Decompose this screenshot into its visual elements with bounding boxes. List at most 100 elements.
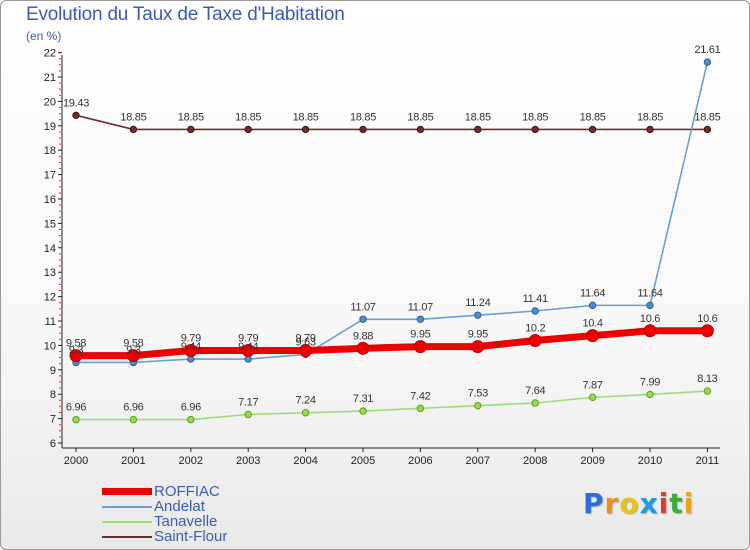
data-label-tanavelle: 7.42 [410, 390, 430, 402]
legend-swatch-roffiac [102, 488, 152, 495]
logo-letter: o [619, 487, 640, 520]
data-point-roffiac [700, 324, 714, 338]
y-tick-label: 16 [44, 194, 56, 206]
chart-data-labels: 19.43 18.85 18.85 18.85 18.85 18.85 18.85 18.85… [63, 44, 721, 413]
y-tick-label: 19 [44, 121, 56, 133]
data-label-saint-flour: 18.85 [235, 111, 261, 123]
data-label-andelat: 11.41 [523, 293, 548, 305]
series-line-saint-flour [75, 114, 709, 131]
data-label-saint-flour: 18.85 [580, 111, 606, 123]
legend-label-tanavelle: Tanavelle [154, 513, 218, 530]
data-point-tanavelle [474, 401, 482, 410]
x-tick-label: 2004 [293, 455, 317, 467]
data-point-roffiac [69, 349, 83, 363]
data-point-roffiac [413, 340, 427, 354]
data-point-saint-flour [474, 125, 482, 134]
series-line-roffiac [72, 327, 711, 360]
logo-letter: P [583, 487, 605, 520]
y-tick-label: 17 [44, 170, 56, 182]
data-point-saint-flour [646, 125, 654, 134]
y-tick-label: 7 [50, 414, 56, 426]
data-point-roffiac [586, 329, 600, 343]
data-label-roffiac: 10.2 [525, 323, 545, 335]
chart-axes: 6 7 8 9 10 11 12 13 14 15 16 17 18 19 20 21 22 2000 2001 20… [44, 48, 720, 467]
data-label-roffiac: 10.6 [697, 313, 717, 325]
chart-title: Evolution du Taux de Taxe d'Habitation [26, 4, 345, 25]
data-label-saint-flour: 18.85 [178, 111, 204, 123]
data-label-roffiac: 10.6 [640, 313, 660, 325]
data-label-andelat: 11.64 [637, 287, 662, 299]
series-line-andelat [75, 61, 709, 364]
data-point-tanavelle [187, 415, 195, 424]
y-tick-label: 10 [44, 340, 56, 352]
data-point-saint-flour [588, 125, 597, 134]
data-point-andelat [531, 307, 539, 315]
data-label-roffiac: 9.58 [66, 338, 86, 350]
data-point-tanavelle [359, 407, 367, 415]
data-point-tanavelle [301, 409, 310, 417]
data-label-roffiac: 9.58 [123, 338, 143, 350]
x-tick-label: 2003 [236, 455, 260, 467]
legend-label-saint-flour: Saint-Flour [154, 528, 228, 545]
data-label-andelat: 9.63 [295, 336, 315, 348]
data-point-roffiac [528, 334, 542, 348]
data-label-roffiac: 9.79 [238, 333, 258, 345]
data-label-tanavelle: 7.53 [468, 388, 488, 400]
data-label-saint-flour: 18.85 [637, 111, 663, 123]
x-tick-label: 2011 [696, 455, 720, 467]
data-label-tanavelle: 8.13 [697, 373, 717, 385]
data-point-tanavelle [244, 410, 252, 419]
data-label-andelat: 11.64 [580, 287, 605, 299]
data-label-tanavelle: 7.64 [525, 385, 545, 397]
legend-label-roffiac: ROFFIAC [154, 483, 220, 500]
data-point-roffiac [356, 341, 370, 355]
data-label-saint-flour: 19.43 [63, 97, 89, 109]
data-label-saint-flour: 18.85 [465, 111, 491, 123]
data-label-andelat: 21.61 [694, 44, 720, 56]
data-point-andelat [703, 58, 712, 66]
data-label-tanavelle: 6.96 [66, 402, 86, 414]
data-point-roffiac [643, 324, 657, 338]
x-tick-label: 2010 [638, 455, 662, 467]
data-label-saint-flour: 18.85 [694, 111, 720, 123]
y-tick-label: 13 [44, 267, 56, 279]
data-point-andelat [588, 301, 597, 310]
x-tick-label: 2008 [523, 455, 547, 467]
data-label-andelat: 9.3 [126, 344, 141, 356]
y-tick-label: 11 [45, 316, 56, 328]
data-label-tanavelle: 7.87 [582, 379, 602, 391]
data-label-roffiac: 9.95 [410, 329, 430, 341]
series-line-tanavelle [75, 390, 709, 421]
data-label-saint-flour: 18.85 [120, 111, 146, 123]
data-label-roffiac: 9.88 [353, 330, 373, 342]
data-point-andelat [474, 311, 482, 319]
y-tick-label: 20 [44, 96, 56, 108]
data-label-andelat: 11.07 [408, 301, 433, 313]
legend-swatch-tanavelle [102, 521, 152, 523]
data-label-roffiac: 10.4 [582, 318, 602, 330]
data-point-tanavelle [72, 415, 80, 424]
logo-letter: t [669, 487, 684, 520]
x-tick-label: 2006 [408, 455, 432, 467]
data-point-saint-flour [416, 125, 425, 134]
data-label-saint-flour: 18.85 [350, 111, 376, 123]
data-point-saint-flour [129, 125, 138, 134]
x-tick-label: 2000 [64, 455, 88, 467]
data-point-tanavelle [416, 404, 425, 413]
data-point-saint-flour [72, 111, 80, 120]
data-label-roffiac: 9.79 [181, 333, 201, 345]
data-point-tanavelle [129, 415, 138, 424]
data-point-tanavelle [703, 387, 712, 395]
logo-letter: i [683, 487, 695, 520]
x-tick-label: 2007 [466, 455, 490, 467]
data-point-tanavelle [588, 393, 597, 402]
data-label-andelat: 11.07 [350, 301, 375, 313]
logo-letter: r [604, 487, 620, 520]
data-label-andelat: 9.44 [181, 341, 201, 353]
y-tick-label: 22 [44, 48, 56, 60]
proxiti-logo: Proxiti [583, 487, 694, 520]
chart-series [69, 58, 714, 424]
data-label-tanavelle: 7.31 [353, 393, 373, 405]
